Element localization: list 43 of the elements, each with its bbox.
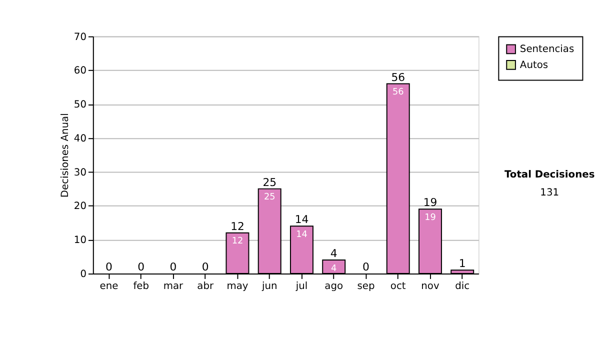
legend-label: Autos — [520, 60, 548, 71]
y-axis-title: Decisiones Anual — [60, 113, 71, 198]
data-label: 4 — [331, 264, 338, 274]
x-tick-label: sep — [357, 280, 375, 292]
x-tick-label: ene — [100, 280, 118, 292]
y-tick-label: 50 — [74, 100, 86, 111]
x-tick-label: oct — [390, 280, 406, 292]
total-label: 0 — [202, 260, 209, 274]
total-label: 56 — [391, 70, 406, 84]
text: Total Decisiones — [504, 170, 595, 181]
total-label: 12 — [230, 220, 244, 233]
data-label: 14 — [296, 230, 308, 240]
data-label: 25 — [264, 192, 276, 203]
total-label: 4 — [330, 247, 338, 260]
x-tick-label: nov — [421, 280, 440, 292]
total-label: 19 — [423, 196, 438, 210]
x-tick-label: ago — [324, 280, 344, 292]
x-tick-label: dic — [455, 280, 470, 292]
y-tick-label: 0 — [80, 269, 86, 280]
data-label: 19 — [424, 213, 436, 224]
total-label: 0 — [362, 260, 370, 274]
text: 131 — [540, 187, 560, 198]
total-label: 0 — [170, 260, 177, 274]
y-tick-label: 30 — [74, 167, 86, 178]
x-tick-label: jun — [260, 280, 278, 292]
total-label: 1 — [458, 257, 466, 270]
data-label: 12 — [232, 236, 244, 247]
data-label: 56 — [392, 88, 404, 98]
y-tick-label: 60 — [74, 66, 86, 77]
x-tick-label: mar — [163, 280, 184, 292]
total-label: 14 — [294, 213, 309, 226]
y-tick-label: 10 — [74, 235, 86, 246]
y-tick-label: 70 — [74, 32, 86, 43]
y-tick-label: 20 — [74, 201, 86, 212]
x-tick-label: feb — [133, 280, 150, 292]
legend-label: Sentencias — [520, 44, 574, 56]
x-tick-label: jul — [294, 280, 308, 292]
total-label: 0 — [106, 260, 113, 274]
x-tick-label: may — [226, 280, 248, 292]
total-label: 0 — [138, 260, 145, 274]
x-tick-label: abr — [197, 280, 214, 292]
total-label: 25 — [262, 176, 277, 189]
y-tick-label: 40 — [74, 133, 86, 144]
